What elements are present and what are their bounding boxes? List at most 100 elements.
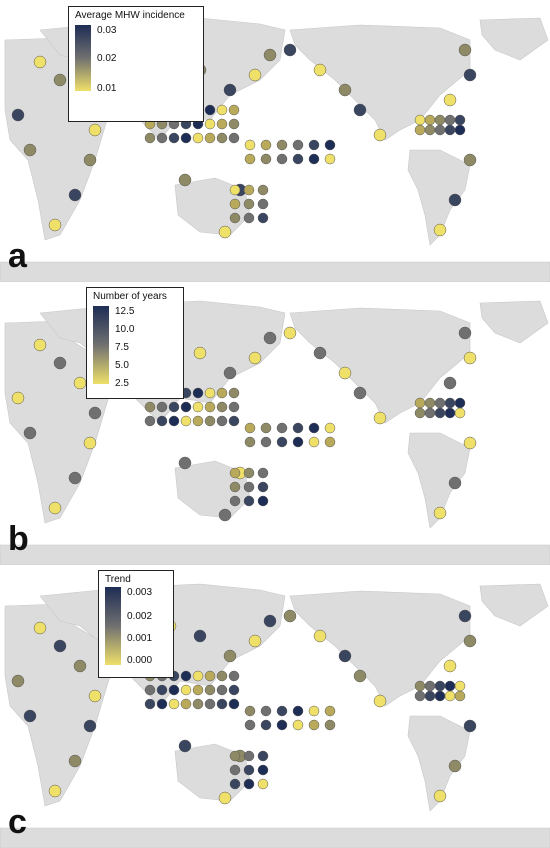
mpa-marker	[454, 124, 466, 136]
mpa-marker	[308, 139, 320, 151]
mpa-marker	[228, 132, 240, 144]
mpa-marker	[373, 694, 387, 708]
mpa-marker	[292, 139, 304, 151]
panel-letter: c	[8, 803, 27, 841]
mpa-marker	[248, 634, 262, 648]
mpa-marker	[216, 118, 228, 130]
legend-title: Average MHW incidence	[75, 10, 185, 21]
mpa-marker	[228, 670, 240, 682]
mpa-marker	[180, 698, 192, 710]
mpa-marker	[444, 690, 456, 702]
legend-title: Number of years	[93, 291, 167, 302]
mpa-marker	[414, 680, 426, 692]
mpa-marker	[244, 719, 256, 731]
mpa-marker	[243, 467, 255, 479]
mpa-marker	[463, 153, 477, 167]
mpa-marker	[144, 415, 156, 427]
mpa-marker	[68, 188, 82, 202]
mpa-marker	[283, 326, 297, 340]
mpa-marker	[257, 481, 269, 493]
mpa-marker	[433, 223, 447, 237]
mpa-marker	[257, 184, 269, 196]
mpa-marker	[228, 104, 240, 116]
world-map	[0, 283, 550, 565]
panel-b-map: Number of years 12.5 10.0 7.5 5.0 2.5 b	[0, 283, 550, 565]
mpa-marker	[218, 791, 232, 805]
legend-title: Trend	[105, 574, 131, 585]
continent-greenland	[479, 300, 549, 344]
mpa-marker	[276, 422, 288, 434]
mpa-marker	[156, 684, 168, 696]
mpa-marker	[458, 326, 472, 340]
mpa-marker	[144, 132, 156, 144]
mpa-marker	[88, 123, 102, 137]
mpa-marker	[244, 153, 256, 165]
mpa-marker	[424, 114, 436, 126]
mpa-marker	[263, 331, 277, 345]
mpa-marker	[424, 690, 436, 702]
mpa-marker	[243, 495, 255, 507]
mpa-marker	[444, 124, 456, 136]
mpa-marker	[168, 415, 180, 427]
mpa-marker	[292, 705, 304, 717]
mpa-marker	[216, 698, 228, 710]
mpa-marker	[192, 401, 204, 413]
mpa-marker	[156, 132, 168, 144]
panel-c-map: Trend 0.003 0.002 0.001 0.000 c	[0, 566, 550, 848]
mpa-marker	[260, 705, 272, 717]
mpa-marker	[156, 401, 168, 413]
mpa-marker	[448, 476, 462, 490]
mpa-marker	[292, 422, 304, 434]
mpa-marker	[48, 218, 62, 232]
mpa-marker	[424, 407, 436, 419]
mpa-marker	[216, 104, 228, 116]
mpa-marker	[204, 415, 216, 427]
mpa-marker	[180, 132, 192, 144]
mpa-marker	[443, 376, 457, 390]
mpa-marker	[434, 407, 446, 419]
mpa-marker	[292, 719, 304, 731]
mpa-marker	[308, 719, 320, 731]
mpa-marker	[373, 128, 387, 142]
mpa-marker	[463, 436, 477, 450]
mpa-marker	[228, 698, 240, 710]
mpa-marker	[229, 198, 241, 210]
mpa-marker	[168, 698, 180, 710]
mpa-marker	[308, 436, 320, 448]
legend-tick: 0.000	[127, 655, 153, 666]
mpa-marker	[257, 212, 269, 224]
mpa-marker	[228, 684, 240, 696]
mpa-marker	[83, 719, 97, 733]
mpa-marker	[229, 495, 241, 507]
mpa-marker	[454, 397, 466, 409]
mpa-marker	[260, 139, 272, 151]
mpa-marker	[180, 401, 192, 413]
mpa-marker	[192, 132, 204, 144]
mpa-marker	[292, 436, 304, 448]
mpa-marker	[243, 764, 255, 776]
mpa-marker	[243, 198, 255, 210]
mpa-marker	[276, 153, 288, 165]
colorbar	[93, 306, 109, 384]
mpa-marker	[33, 338, 47, 352]
mpa-marker	[353, 103, 367, 117]
mpa-marker	[229, 184, 241, 196]
mpa-marker	[156, 415, 168, 427]
mpa-marker	[260, 719, 272, 731]
mpa-marker	[168, 132, 180, 144]
mpa-marker	[434, 114, 446, 126]
mpa-marker	[144, 401, 156, 413]
mpa-marker	[88, 406, 102, 420]
mpa-marker	[229, 467, 241, 479]
mpa-marker	[463, 634, 477, 648]
mpa-marker	[257, 467, 269, 479]
mpa-marker	[458, 43, 472, 57]
mpa-marker	[353, 669, 367, 683]
mpa-marker	[218, 225, 232, 239]
panel-a-map: Average MHW incidence 0.03 0.02 0.01 a	[0, 0, 550, 282]
continent-antarctica	[0, 544, 550, 565]
mpa-marker	[204, 401, 216, 413]
mpa-marker	[216, 387, 228, 399]
mpa-marker	[324, 139, 336, 151]
mpa-marker	[424, 124, 436, 136]
